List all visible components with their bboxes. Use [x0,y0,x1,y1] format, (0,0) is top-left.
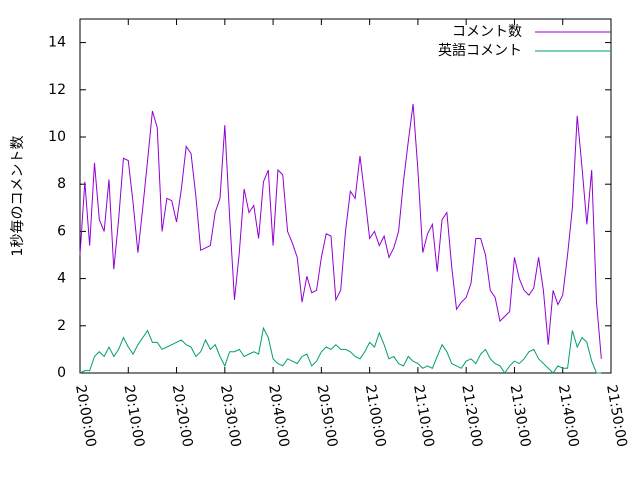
y-tick-label: 8 [57,176,66,192]
x-tick-label: 20:50:00 [313,384,340,449]
plot-frame [79,18,612,374]
x-tick-label: 21:20:00 [458,384,485,449]
x-tick-label: 20:30:00 [217,384,244,449]
x-tick-label: 20:00:00 [72,384,99,449]
y-axis-label: 1秒毎のコメント数 [10,136,26,257]
x-tick-label: 20:10:00 [120,384,147,449]
y-tick-label: 14 [48,35,66,51]
y-tick-label: 12 [48,82,66,98]
y-tick-label: 0 [57,365,66,381]
series-line [79,103,602,359]
y-tick-label: 4 [57,271,66,287]
x-tick-label: 20:20:00 [169,384,196,449]
x-tick-label: 21:10:00 [410,384,437,449]
x-tick-label: 21:40:00 [555,384,582,449]
x-tick-label: 21:30:00 [507,384,534,449]
y-tick-label: 6 [57,223,66,239]
y-tick-label: 10 [48,129,66,145]
legend-label: 英語コメント [438,42,522,59]
series-line [79,326,602,374]
x-tick-label: 21:50:00 [603,384,630,449]
x-tick-label: 21:00:00 [362,384,389,449]
x-tick-label: 20:40:00 [265,384,292,449]
y-tick-label: 2 [57,318,66,334]
legend-label: コメント数 [452,24,522,40]
